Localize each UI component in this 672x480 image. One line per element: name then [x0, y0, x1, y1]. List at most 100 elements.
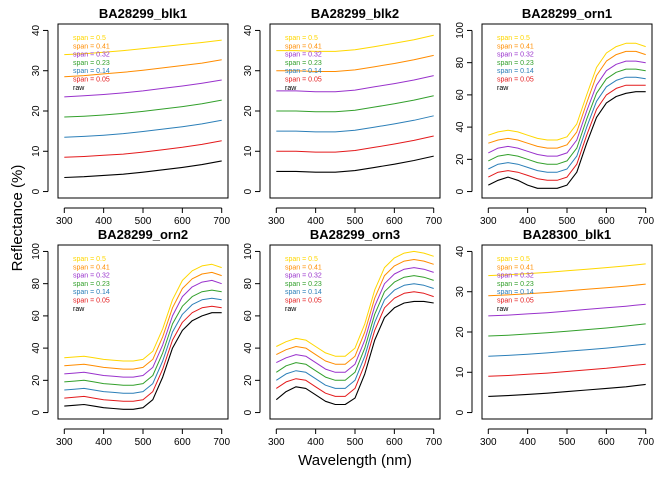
panel-title: BA28299_blk1 — [99, 6, 187, 21]
legend-entry: span = 0.5 — [285, 35, 318, 42]
legend-entry: span = 0.14 — [285, 68, 322, 75]
legend-entry: span = 0.05 — [285, 298, 322, 305]
legend-entry: span = 0.23 — [497, 60, 534, 67]
legend-entry: raw — [73, 85, 85, 92]
x-tick-label: 400 — [95, 437, 112, 448]
panel-6: BA28300_blk1 300 400 500 600 700 0 10 20 30 40 span… — [455, 227, 654, 448]
series-line-4 — [488, 323, 646, 337]
legend-entry: span = 0.05 — [285, 77, 322, 84]
x-tick-label: 700 — [425, 437, 442, 448]
y-tick-label: 40 — [31, 24, 42, 36]
y-tick-label: 100 — [31, 243, 42, 260]
x-tick-label: 600 — [598, 437, 615, 448]
plot-frame — [269, 23, 441, 199]
y-tick-label: 0 — [243, 409, 254, 415]
legend-entry: span = 0.5 — [73, 256, 106, 263]
x-tick-label: 400 — [95, 216, 112, 227]
x-tick-label: 300 — [268, 437, 285, 448]
series-line-6 — [488, 363, 646, 377]
legend-entry: span = 0.14 — [73, 289, 110, 296]
legend-entry: span = 0.05 — [73, 77, 110, 84]
series-line-1 — [488, 42, 646, 141]
y-tick-label: 40 — [243, 24, 254, 36]
y-tick-label: 10 — [455, 366, 466, 378]
y-tick-label: 0 — [31, 188, 42, 194]
y-tick-label: 80 — [31, 278, 42, 290]
legend-entry: span = 0.05 — [73, 298, 110, 305]
series-line-5 — [276, 115, 434, 133]
x-tick-label: 600 — [174, 216, 191, 227]
legend-entry: span = 0.41 — [497, 264, 534, 271]
legend-entry: span = 0.23 — [73, 281, 110, 288]
series-line-4 — [488, 68, 646, 165]
plot-frame — [57, 23, 229, 199]
series-line-7 — [275, 300, 434, 406]
series-line-4 — [276, 95, 434, 113]
y-tick-label: 100 — [243, 243, 254, 260]
legend-entry: span = 0.41 — [285, 264, 322, 271]
x-tick-label: 400 — [307, 437, 324, 448]
x-tick-label: 500 — [559, 216, 576, 227]
series-line-3 — [276, 267, 434, 373]
series-line-6 — [276, 135, 434, 153]
legend-entry: span = 0.41 — [497, 43, 534, 50]
panel-5: BA28299_orn3 300 400 500 600 700 0 20 40 60 80 100 s… — [243, 227, 442, 448]
series-line-2 — [276, 54, 434, 72]
x-tick-label: 700 — [637, 216, 654, 227]
panel-2: BA28299_blk2 300 400 500 600 700 0 10 20 30 40 span… — [243, 6, 442, 227]
series-line-4 — [64, 289, 222, 386]
x-tick-label: 300 — [480, 216, 497, 227]
x-tick-label: 500 — [135, 216, 152, 227]
x-tick-label: 700 — [213, 437, 230, 448]
legend-entry: span = 0.41 — [285, 43, 322, 50]
y-tick-label: 10 — [31, 145, 42, 157]
series-line-1 — [488, 263, 646, 277]
panel-title: BA28299_blk2 — [311, 6, 399, 21]
legend-entry: span = 0.32 — [73, 273, 110, 280]
panel-title: BA28299_orn3 — [310, 227, 400, 242]
x-tick-label: 500 — [135, 437, 152, 448]
legend-entry: span = 0.5 — [285, 256, 318, 263]
x-tick-label: 400 — [519, 437, 536, 448]
y-tick-label: 40 — [243, 342, 254, 354]
y-tick-label: 20 — [243, 374, 254, 386]
x-tick-label: 300 — [480, 437, 497, 448]
x-tick-label: 400 — [519, 216, 536, 227]
x-tick-label: 500 — [347, 437, 364, 448]
x-tick-label: 400 — [307, 216, 324, 227]
y-tick-label: 30 — [31, 65, 42, 77]
plot-frame — [481, 23, 653, 199]
y-tick-label: 10 — [243, 145, 254, 157]
y-tick-label: 20 — [455, 326, 466, 338]
y-tick-label: 80 — [455, 57, 466, 69]
series-line-1 — [64, 263, 222, 362]
legend-entry: span = 0.14 — [497, 289, 534, 296]
series-line-7 — [276, 155, 434, 173]
legend-entry: span = 0.5 — [497, 256, 530, 263]
x-tick-label: 600 — [598, 216, 615, 227]
series-line-1 — [64, 39, 222, 56]
series-line-5 — [276, 283, 434, 389]
series-line-7 — [488, 383, 646, 397]
series-line-2 — [488, 283, 646, 297]
legend-entry: span = 0.23 — [285, 60, 322, 67]
legend-entry: span = 0.41 — [73, 264, 110, 271]
x-tick-label: 500 — [347, 216, 364, 227]
x-tick-label: 500 — [559, 437, 576, 448]
y-tick-label: 20 — [243, 105, 254, 117]
series-line-6 — [64, 140, 222, 158]
legend-entry: raw — [285, 306, 297, 313]
series-line-5 — [64, 297, 222, 394]
y-tick-label: 0 — [455, 188, 466, 194]
y-axis-label: Reflectance (%) — [9, 165, 26, 272]
legend-entry: span = 0.14 — [497, 68, 534, 75]
y-tick-label: 100 — [455, 22, 466, 39]
legend-entry: span = 0.41 — [73, 43, 110, 50]
series-line-1 — [276, 250, 434, 357]
